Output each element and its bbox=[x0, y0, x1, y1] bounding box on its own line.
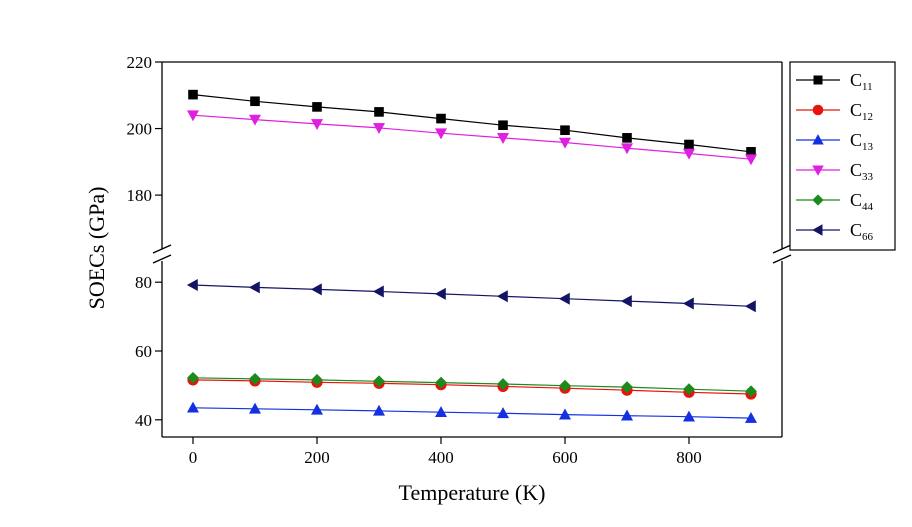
data-point bbox=[745, 385, 757, 398]
x-axis-title: Temperature (K) bbox=[399, 480, 546, 505]
data-point bbox=[684, 139, 694, 150]
data-point bbox=[248, 281, 260, 294]
data-point bbox=[436, 113, 446, 124]
y-tick-label: 80 bbox=[135, 273, 152, 292]
legend-item-c12: C12 bbox=[796, 100, 873, 123]
legend-marker bbox=[812, 224, 823, 236]
legend-item-c66: C66 bbox=[796, 220, 874, 243]
data-point bbox=[435, 376, 447, 389]
data-point bbox=[310, 403, 324, 415]
data-point bbox=[248, 114, 262, 126]
data-point bbox=[744, 411, 758, 423]
series-c44 bbox=[187, 371, 757, 398]
data-point bbox=[558, 137, 572, 149]
legend-marker bbox=[813, 75, 823, 85]
series-line bbox=[192, 379, 752, 395]
legend-marker bbox=[812, 165, 824, 176]
axis-break-right bbox=[772, 244, 792, 264]
data-point bbox=[621, 381, 633, 394]
data-point bbox=[249, 372, 261, 385]
series-c66 bbox=[186, 278, 756, 313]
y-axis-title: SOECs (GPa) bbox=[84, 187, 109, 310]
legend-marker bbox=[812, 194, 824, 206]
data-point bbox=[683, 383, 695, 396]
data-point bbox=[559, 379, 571, 392]
legend-marker bbox=[812, 104, 824, 116]
legend-label: C11 bbox=[850, 70, 873, 93]
legend-label: C12 bbox=[850, 100, 873, 123]
data-point bbox=[434, 287, 446, 300]
data-point bbox=[744, 154, 758, 166]
legend-item-c44: C44 bbox=[796, 190, 874, 213]
data-point bbox=[682, 410, 696, 422]
data-point bbox=[186, 110, 200, 122]
data-point bbox=[622, 133, 632, 143]
x-tick-label: 800 bbox=[676, 448, 702, 467]
axis-break-left bbox=[152, 244, 172, 264]
data-point bbox=[496, 290, 508, 303]
legend-item-c33: C33 bbox=[796, 160, 874, 183]
legend-item-c13: C13 bbox=[796, 130, 874, 153]
data-point bbox=[558, 292, 570, 305]
y-tick-label: 60 bbox=[135, 342, 152, 361]
data-point bbox=[248, 402, 262, 414]
data-point bbox=[682, 297, 694, 310]
series-line bbox=[192, 284, 752, 307]
x-tick-label: 200 bbox=[304, 448, 330, 467]
data-point bbox=[372, 123, 386, 135]
series-c13 bbox=[186, 401, 758, 423]
legend-item-c11: C11 bbox=[796, 70, 873, 93]
data-point bbox=[374, 107, 384, 117]
y-tick-label: 200 bbox=[127, 120, 153, 139]
data-point bbox=[560, 125, 570, 136]
data-point bbox=[312, 102, 322, 112]
series-line bbox=[192, 114, 752, 160]
data-point bbox=[620, 143, 634, 155]
x-tick-label: 600 bbox=[552, 448, 578, 467]
legend-label: C13 bbox=[850, 130, 874, 153]
legend-box bbox=[789, 61, 896, 251]
data-point bbox=[372, 404, 386, 416]
data-point bbox=[682, 148, 696, 160]
data-point bbox=[311, 373, 323, 386]
series-line bbox=[192, 94, 752, 153]
data-point bbox=[250, 96, 260, 107]
x-tick-label: 400 bbox=[428, 448, 454, 467]
y-tick-label: 220 bbox=[127, 53, 153, 72]
legend-label: C33 bbox=[850, 160, 874, 183]
data-point bbox=[434, 128, 448, 140]
data-point bbox=[186, 278, 198, 291]
legend-label: C66 bbox=[850, 220, 874, 243]
data-point bbox=[310, 283, 322, 296]
data-point bbox=[558, 408, 572, 420]
legend-marker bbox=[812, 134, 824, 145]
series-c33 bbox=[186, 110, 758, 166]
legend: C11 C12 C13 C33 C44 C66 bbox=[789, 61, 896, 251]
data-point bbox=[372, 285, 384, 298]
y-tick-label: 180 bbox=[127, 186, 153, 205]
y-tick-label: 40 bbox=[135, 411, 152, 430]
series-layer bbox=[186, 89, 758, 423]
data-point bbox=[496, 407, 510, 419]
data-point bbox=[310, 119, 324, 131]
data-point bbox=[188, 89, 198, 100]
data-point bbox=[186, 401, 200, 413]
data-point bbox=[434, 406, 448, 418]
series-c11 bbox=[188, 89, 756, 157]
data-point bbox=[744, 300, 756, 313]
data-point bbox=[373, 375, 385, 388]
series-line bbox=[192, 377, 752, 392]
x-tick-label: 0 bbox=[189, 448, 198, 467]
data-point bbox=[187, 371, 199, 384]
data-point bbox=[620, 409, 634, 421]
data-point bbox=[620, 295, 632, 308]
series-c12 bbox=[187, 374, 757, 400]
data-point bbox=[496, 133, 510, 144]
series-line bbox=[192, 407, 752, 419]
legend-label: C44 bbox=[850, 190, 874, 213]
data-point bbox=[498, 120, 508, 131]
data-point bbox=[497, 378, 509, 390]
